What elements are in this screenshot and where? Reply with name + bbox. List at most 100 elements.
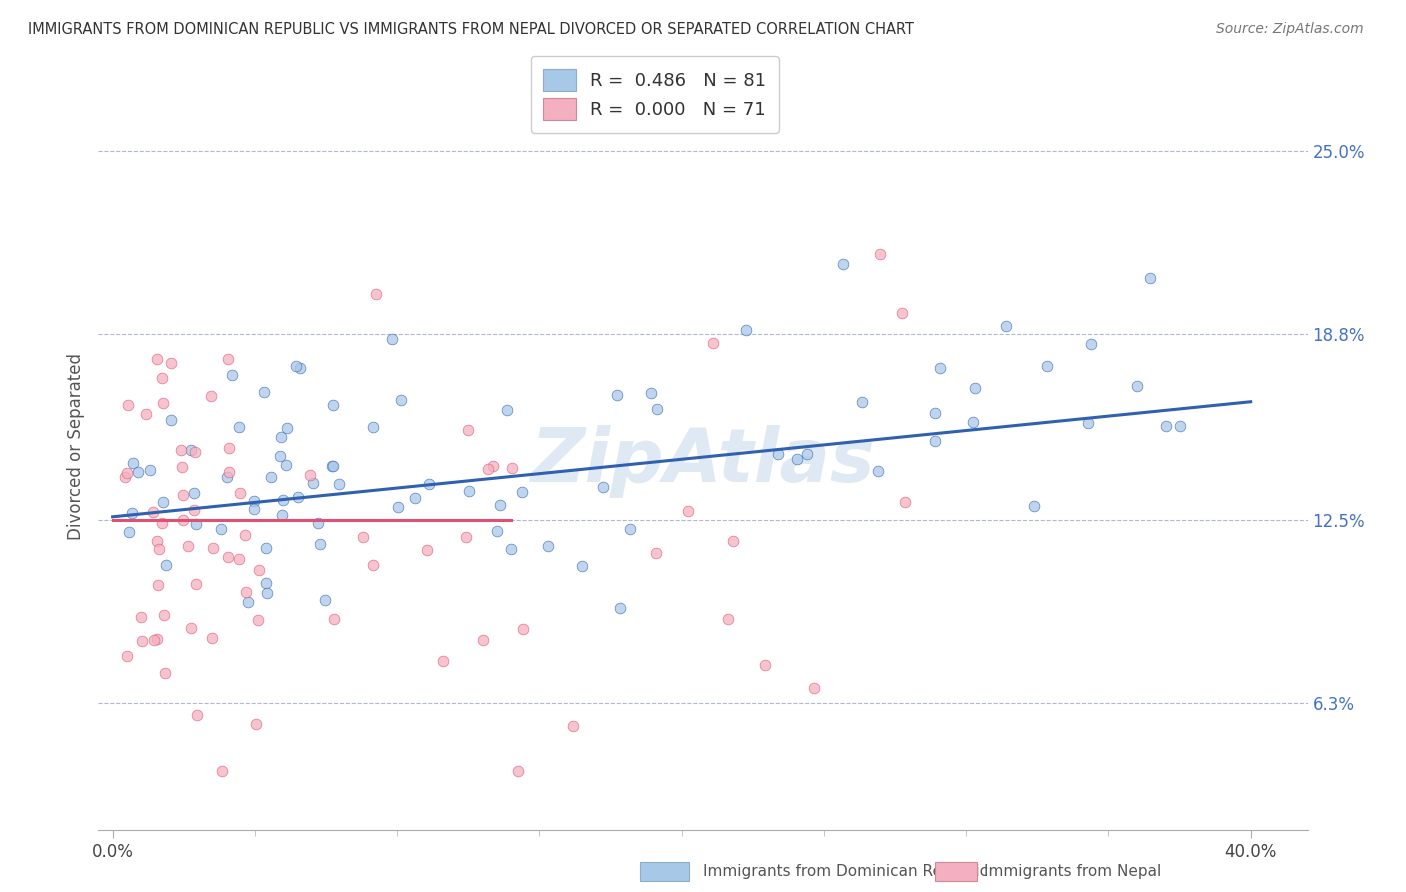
Point (322, 398, 344, 412)
Point (1077, 416, 1099, 430)
Point (308, 537, 330, 551)
Point (276, 458, 298, 472)
Point (928, 361, 950, 376)
Point (243, 501, 266, 516)
Point (150, 371, 173, 385)
Point (236, 595, 259, 609)
Point (180, 621, 202, 635)
Point (571, 559, 593, 574)
Point (284, 359, 307, 373)
Point (115, 648, 138, 663)
Point (152, 494, 174, 508)
Point (499, 541, 522, 556)
Point (1022, 500, 1045, 514)
Point (148, 541, 170, 556)
Point (114, 470, 136, 484)
Point (1154, 419, 1177, 434)
Y-axis label: Divorced or Separated: Divorced or Separated (66, 352, 84, 540)
Point (228, 552, 250, 566)
Point (153, 666, 176, 681)
Point (721, 533, 744, 548)
Point (458, 483, 481, 498)
Point (211, 764, 233, 778)
Point (135, 407, 157, 421)
Point (322, 612, 344, 626)
Point (803, 681, 825, 695)
Point (146, 534, 169, 549)
Point (186, 708, 208, 723)
Point (924, 434, 946, 448)
Point (148, 578, 170, 592)
Point (644, 546, 666, 560)
Point (486, 524, 509, 539)
Point (457, 423, 479, 437)
Point (269, 449, 291, 463)
Point (233, 528, 256, 542)
Point (115, 466, 138, 480)
Point (496, 402, 519, 417)
Point (152, 396, 174, 410)
Point (702, 335, 724, 350)
Point (512, 623, 534, 637)
Point (221, 368, 243, 382)
Point (619, 522, 641, 536)
Point (146, 352, 169, 367)
Point (366, 287, 388, 301)
Point (416, 542, 439, 557)
Text: Source: ZipAtlas.com: Source: ZipAtlas.com (1216, 22, 1364, 37)
Point (537, 539, 560, 553)
Point (796, 447, 818, 461)
Point (254, 576, 277, 591)
Point (314, 592, 336, 607)
Point (1168, 419, 1191, 434)
Point (477, 462, 499, 476)
Point (432, 654, 454, 668)
Point (121, 456, 143, 470)
Point (965, 381, 987, 395)
Point (717, 612, 740, 626)
Point (183, 502, 205, 516)
Point (472, 632, 495, 647)
Point (172, 513, 194, 527)
Point (924, 406, 946, 420)
Point (1125, 379, 1147, 393)
Point (766, 447, 789, 461)
Point (489, 498, 512, 512)
Point (302, 476, 325, 491)
Text: Immigrants from Dominican Republic: Immigrants from Dominican Republic (703, 863, 988, 879)
Point (271, 508, 294, 522)
Point (288, 361, 311, 376)
Point (832, 257, 855, 271)
Point (256, 586, 278, 600)
Point (184, 445, 207, 459)
Point (218, 441, 240, 455)
Point (868, 464, 890, 478)
Point (380, 332, 402, 346)
Point (481, 458, 503, 473)
Point (562, 719, 585, 733)
Point (501, 460, 523, 475)
Point (118, 524, 141, 539)
Point (159, 356, 181, 370)
Point (352, 530, 374, 544)
Point (247, 563, 270, 577)
Point (754, 657, 776, 672)
Point (361, 419, 384, 434)
Point (271, 493, 294, 508)
Point (640, 386, 662, 401)
Point (454, 530, 477, 544)
Point (150, 516, 173, 530)
Text: IMMIGRANTS FROM DOMINICAN REPUBLIC VS IMMIGRANTS FROM NEPAL DIVORCED OR SEPARATE: IMMIGRANTS FROM DOMINICAN REPUBLIC VS IM… (28, 22, 914, 37)
Point (260, 469, 283, 483)
Point (228, 420, 250, 434)
Point (995, 319, 1018, 334)
Point (735, 323, 758, 337)
Point (159, 412, 181, 426)
Point (209, 521, 232, 535)
Point (253, 384, 276, 399)
Point (328, 476, 350, 491)
Point (138, 463, 160, 477)
Point (235, 584, 257, 599)
Point (131, 634, 153, 648)
Legend: R =  0.486   N = 81, R =  0.000   N = 71: R = 0.486 N = 81, R = 0.000 N = 71 (530, 56, 779, 133)
